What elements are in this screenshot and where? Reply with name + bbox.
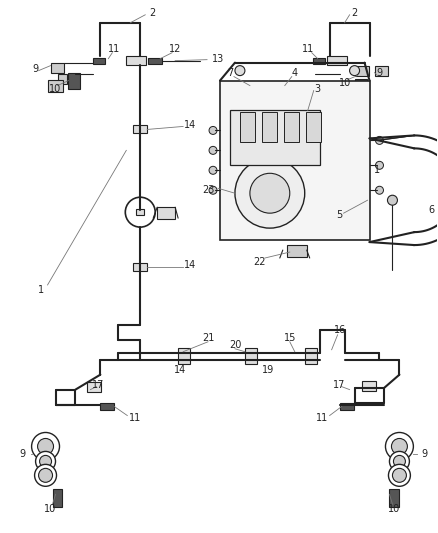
Text: 17: 17 (92, 379, 105, 390)
Bar (133, 263, 147, 271)
Text: 13: 13 (212, 54, 224, 63)
Circle shape (375, 186, 384, 194)
Bar (306, 112, 321, 142)
Bar (220, 80, 370, 240)
Bar (327, 55, 346, 64)
Text: 11: 11 (129, 413, 141, 423)
Bar (262, 112, 277, 142)
Text: 9: 9 (376, 68, 382, 78)
Text: 11: 11 (108, 44, 120, 54)
Circle shape (39, 455, 52, 467)
Bar (48, 79, 64, 92)
Bar (374, 66, 389, 76)
Circle shape (375, 161, 384, 169)
Bar (313, 58, 325, 63)
Text: 2: 2 (149, 8, 155, 18)
Bar (245, 348, 257, 364)
Text: 14: 14 (174, 365, 186, 375)
Text: 11: 11 (315, 413, 328, 423)
Bar (361, 381, 375, 391)
Text: 16: 16 (333, 325, 346, 335)
Text: 21: 21 (202, 333, 214, 343)
Text: 9: 9 (32, 63, 39, 74)
Bar (57, 74, 67, 84)
Text: 4: 4 (292, 68, 298, 78)
Circle shape (250, 173, 290, 213)
Text: 9: 9 (421, 449, 427, 459)
Bar (230, 110, 320, 165)
Circle shape (392, 469, 406, 482)
Text: 23: 23 (202, 185, 214, 195)
Circle shape (125, 197, 155, 227)
Circle shape (209, 126, 217, 134)
Text: 2: 2 (351, 8, 358, 18)
Circle shape (393, 455, 406, 467)
Bar (50, 63, 64, 72)
Bar (148, 58, 162, 63)
Bar (100, 402, 114, 409)
Bar (53, 489, 63, 507)
Circle shape (39, 469, 53, 482)
Bar (178, 348, 190, 364)
Text: 20: 20 (229, 340, 241, 350)
Text: 7: 7 (227, 68, 233, 78)
Bar (68, 72, 81, 88)
Circle shape (235, 158, 305, 228)
Circle shape (350, 66, 360, 76)
Text: 12: 12 (169, 44, 181, 54)
Text: 15: 15 (283, 333, 296, 343)
Circle shape (388, 195, 397, 205)
Circle shape (375, 136, 384, 144)
Bar (136, 209, 144, 215)
Text: 10: 10 (49, 84, 62, 94)
Circle shape (38, 439, 53, 455)
Text: 17: 17 (333, 379, 346, 390)
Text: 3: 3 (314, 84, 321, 94)
Bar (133, 125, 147, 133)
Text: 1: 1 (38, 285, 44, 295)
Text: 14: 14 (184, 120, 196, 131)
Circle shape (392, 439, 407, 455)
Text: 9: 9 (20, 449, 26, 459)
Text: 5: 5 (336, 210, 343, 220)
Circle shape (32, 432, 60, 461)
Text: 22: 22 (254, 257, 266, 267)
Text: 1: 1 (374, 165, 381, 175)
Bar (88, 382, 101, 392)
Bar (93, 58, 106, 63)
Text: 14: 14 (184, 260, 196, 270)
Bar (240, 112, 255, 142)
Circle shape (389, 464, 410, 486)
Text: 10: 10 (339, 78, 351, 87)
Circle shape (389, 451, 410, 471)
Text: 10: 10 (44, 504, 57, 514)
Bar (339, 402, 353, 409)
Bar (157, 207, 175, 219)
Circle shape (35, 464, 57, 486)
Bar (355, 78, 367, 94)
Circle shape (35, 451, 56, 471)
Bar (355, 66, 368, 76)
Circle shape (209, 166, 217, 174)
Bar (305, 348, 317, 364)
Bar (287, 245, 307, 257)
Text: 10: 10 (389, 504, 401, 514)
Bar (284, 112, 299, 142)
Text: 6: 6 (428, 205, 434, 215)
Bar (126, 55, 146, 64)
Circle shape (209, 147, 217, 155)
Circle shape (385, 432, 413, 461)
Circle shape (235, 66, 245, 76)
Text: 11: 11 (302, 44, 314, 54)
Text: 19: 19 (262, 365, 274, 375)
Bar (389, 489, 399, 507)
Circle shape (209, 186, 217, 194)
